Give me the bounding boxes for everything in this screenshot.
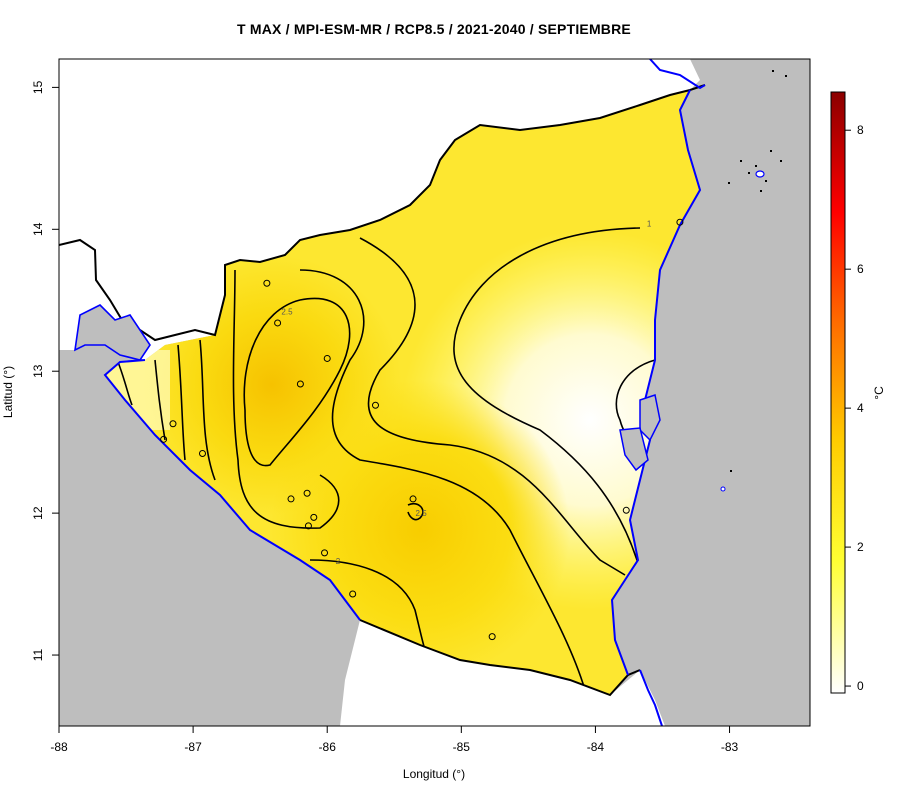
weather-station-marker	[303, 489, 311, 497]
colorbar	[830, 91, 846, 694]
x-axis-label: Longitud (°)	[403, 767, 465, 781]
honduras-caribbean-coast	[649, 59, 706, 90]
x-tick-label: -83	[721, 740, 739, 754]
y-tick-label: 11	[31, 648, 45, 661]
x-tick-label: -87	[184, 740, 202, 754]
contour-line	[407, 502, 424, 521]
contour-label: 2	[336, 557, 341, 566]
contour-line	[154, 359, 166, 441]
honduras-land	[59, 59, 700, 360]
y-axis-label: Latitud (°)	[1, 366, 15, 418]
weather-station-marker	[304, 522, 312, 530]
contour-line	[177, 344, 186, 461]
plot-frame	[58, 58, 811, 727]
weather-station-marker	[287, 495, 295, 503]
contour-label-group: 2.5 2.5 2 1	[281, 219, 651, 566]
contour-line	[243, 297, 351, 467]
weather-station-marker	[409, 495, 417, 503]
weather-station-marker	[169, 420, 177, 428]
weather-station-marker	[296, 380, 304, 388]
gulf-of-fonseca-coast	[73, 304, 151, 361]
contour-label: 2.5	[281, 307, 293, 316]
map-title: T MAX / MPI-ESM-MR / RCP8.5 / 2021-2040 …	[237, 21, 631, 37]
weather-station-marker	[160, 435, 168, 443]
contour-line	[309, 559, 426, 651]
colorbar-tick-label: 4	[857, 401, 864, 415]
y-axis: 11 12 13 14 15	[31, 80, 59, 661]
colorbar-tick-label: 8	[857, 123, 864, 137]
x-axis: -88 -87 -86 -85 -84 -83	[50, 726, 739, 754]
weather-station-marker	[310, 513, 318, 521]
x-tick-label: -88	[50, 740, 68, 754]
costa-rica-caribbean-coast	[639, 669, 663, 726]
contour-line	[199, 339, 216, 481]
southern-border	[359, 619, 641, 697]
corn-islands	[755, 170, 765, 178]
x-tick-label: -84	[587, 740, 605, 754]
corn-islands-south	[720, 486, 726, 492]
contour-line	[117, 361, 133, 406]
weather-station-marker	[198, 450, 206, 458]
weather-station-marker	[488, 633, 496, 641]
contour-line	[359, 237, 626, 576]
colorbar-tick-label: 2	[857, 540, 864, 554]
offshore-islands	[728, 70, 787, 472]
y-tick-label: 14	[31, 222, 45, 236]
weather-station-marker	[676, 218, 684, 226]
contour-label: 1	[647, 219, 652, 228]
weather-station-marker	[274, 319, 282, 327]
weather-station-marker	[263, 279, 271, 287]
weather-station-marker	[323, 354, 331, 362]
contour-line	[453, 227, 641, 571]
colorbar-tick-label: 6	[857, 262, 864, 276]
pearl-lagoon	[639, 394, 661, 442]
colorbar-label: °C	[872, 386, 886, 400]
weather-station-marker	[622, 506, 630, 514]
bluefields-bay	[619, 427, 649, 472]
y-tick-label: 15	[31, 80, 45, 94]
x-tick-label: -86	[319, 740, 337, 754]
y-tick-label: 13	[31, 364, 45, 378]
y-tick-label: 12	[31, 506, 45, 520]
x-tick-label: -85	[453, 740, 471, 754]
colorbar-tick-label: 0	[857, 679, 864, 693]
colorbar-ticks: 0 2 4 6 8	[845, 123, 864, 693]
station-group	[160, 218, 684, 641]
weather-station-marker	[349, 590, 357, 598]
contour-line	[299, 269, 586, 691]
pacific-coastline	[103, 359, 361, 621]
contour-line	[232, 269, 340, 529]
weather-station-marker	[321, 549, 329, 557]
weather-station-marker	[371, 401, 379, 409]
contour-label: 2.5	[416, 509, 428, 518]
